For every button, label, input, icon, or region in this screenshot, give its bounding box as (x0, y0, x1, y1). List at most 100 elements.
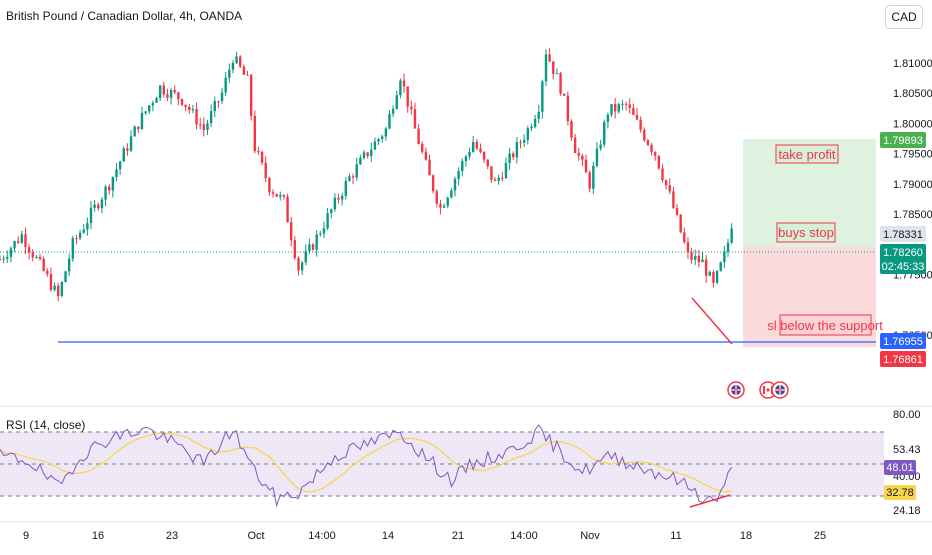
candle-body (202, 124, 206, 130)
candle-body (24, 234, 27, 248)
candle-body (17, 241, 20, 243)
candle-body (654, 151, 657, 156)
candle-body (373, 141, 377, 150)
rsi-ma-line (0, 432, 732, 493)
candle-body (118, 161, 122, 170)
candle-body (413, 109, 417, 129)
candle-body (577, 152, 580, 156)
take-profit-box[interactable] (775, 144, 839, 164)
candle-body (461, 160, 464, 172)
time-tick-label: 25 (814, 530, 826, 542)
candle-body (613, 104, 617, 112)
candle-body (242, 66, 246, 75)
candle-body (330, 209, 333, 214)
candle-body (402, 80, 406, 87)
candle-body (537, 111, 540, 119)
candle-body (657, 155, 661, 169)
candle-body (508, 153, 511, 164)
candle-body (297, 258, 300, 271)
candle-body (340, 195, 344, 200)
candle-body (384, 128, 388, 137)
candle-body (635, 114, 639, 120)
candle-body (446, 197, 449, 206)
svg-text:1.79893: 1.79893 (883, 135, 923, 147)
buys-stop-label: buys stop (778, 225, 834, 240)
candle-body (257, 151, 260, 153)
candle-body (723, 251, 726, 263)
candle-body (522, 139, 526, 143)
candle-body (592, 165, 595, 189)
time-tick-label: 14:00 (308, 530, 336, 542)
candle-body (308, 244, 311, 252)
candle-body (108, 186, 111, 191)
candle-body (486, 159, 489, 167)
buys-stop-box[interactable] (776, 222, 836, 243)
candle-body (563, 93, 566, 96)
candle-body (526, 128, 529, 140)
candle-body (282, 194, 286, 197)
candle-body (35, 257, 38, 259)
rsi-title: RSI (14, close) (6, 418, 86, 432)
candle-body (151, 102, 155, 106)
candle-body (71, 238, 74, 259)
candle-body (290, 222, 293, 241)
uk-flag-event-icon[interactable] (727, 381, 745, 399)
candle-body (162, 85, 165, 95)
candle-body (475, 142, 479, 149)
time-tick-label: 14 (382, 530, 394, 542)
stop-loss-label: sl below the support (767, 318, 883, 333)
candle-body (133, 126, 136, 137)
candle-body (708, 271, 711, 276)
take-profit-price-badge: 1.79893 (880, 132, 926, 148)
candle-body (599, 144, 602, 149)
candle-body (628, 104, 631, 108)
candle-body (322, 228, 326, 234)
time-tick-label: 23 (166, 530, 178, 542)
stop-loss-box[interactable] (779, 314, 872, 336)
candle-body (606, 114, 610, 122)
candle-body (0, 259, 2, 261)
svg-text:1.76955: 1.76955 (883, 336, 923, 348)
candle-body (679, 214, 682, 233)
candle-body (359, 157, 362, 165)
candle-body (351, 176, 355, 178)
candle-body (544, 54, 548, 82)
candle-body (300, 262, 304, 271)
candle-body (53, 285, 56, 290)
candle-body (111, 177, 115, 191)
candle-body (253, 115, 256, 152)
svg-text:1.78260: 1.78260 (883, 247, 923, 259)
candle-body (158, 85, 162, 99)
symbol-title: British Pound / Canadian Dollar, 4h, OAN… (6, 9, 243, 23)
candle-body (650, 144, 653, 152)
time-axis: 9 16 23 Oct 14:00 14 21 14:00 Nov 11 18 25 (23, 530, 826, 542)
candle-body (395, 95, 398, 109)
candle-body (122, 148, 125, 162)
time-tick-label: 16 (92, 530, 104, 542)
candle-body (2, 258, 5, 260)
candle-body (428, 159, 431, 176)
currency-button[interactable]: CAD (885, 5, 923, 29)
candle-body (220, 92, 224, 102)
uk-flag-event-icon[interactable] (771, 381, 789, 399)
candle-body (715, 270, 719, 283)
candle-body (279, 194, 282, 197)
candle-body (333, 197, 337, 210)
time-tick-label: Nov (580, 530, 600, 542)
candle-body (42, 258, 45, 271)
candle-body (31, 252, 34, 258)
candle-body (97, 204, 100, 209)
candle-body (472, 142, 475, 153)
trend-arrow (691, 297, 733, 345)
candle-body (566, 95, 570, 121)
candle-body (82, 229, 85, 233)
candle-body (424, 151, 428, 160)
candle-body (595, 148, 599, 166)
price-tick-label: 1.79500 (893, 149, 932, 161)
candle-body (726, 242, 730, 252)
candle-body (217, 101, 220, 103)
candle-body (126, 148, 129, 151)
candle-body (239, 56, 242, 67)
candle-body (643, 129, 646, 141)
